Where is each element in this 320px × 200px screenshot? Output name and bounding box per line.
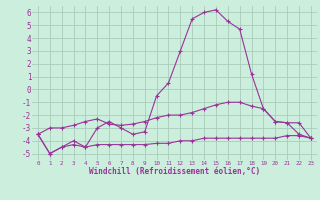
X-axis label: Windchill (Refroidissement éolien,°C): Windchill (Refroidissement éolien,°C) xyxy=(89,167,260,176)
